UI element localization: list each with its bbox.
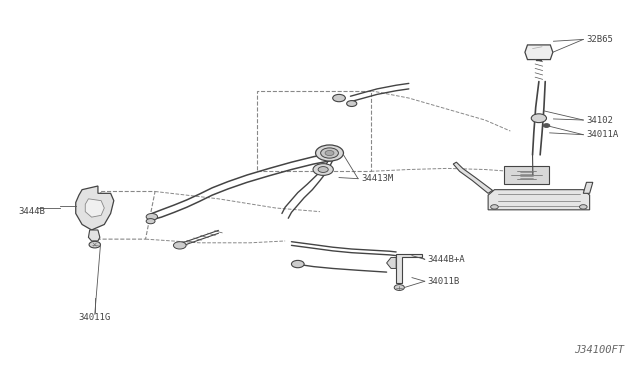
Polygon shape xyxy=(453,162,493,193)
Text: 3444B+A: 3444B+A xyxy=(428,255,465,264)
Polygon shape xyxy=(76,186,114,230)
Polygon shape xyxy=(85,199,104,217)
Text: 34413M: 34413M xyxy=(361,174,394,183)
Polygon shape xyxy=(583,182,593,193)
Text: 32B65: 32B65 xyxy=(586,35,613,44)
Circle shape xyxy=(316,145,344,161)
Text: 3444B: 3444B xyxy=(19,207,45,216)
Polygon shape xyxy=(488,190,589,210)
Circle shape xyxy=(333,94,346,102)
Circle shape xyxy=(347,100,356,106)
Circle shape xyxy=(318,167,328,173)
Text: 34102: 34102 xyxy=(586,116,613,125)
Polygon shape xyxy=(525,45,553,60)
Circle shape xyxy=(543,124,550,127)
Circle shape xyxy=(579,205,587,209)
Bar xyxy=(257,91,371,171)
Circle shape xyxy=(146,214,157,220)
Circle shape xyxy=(313,164,333,175)
Text: 34011B: 34011B xyxy=(428,277,460,286)
Text: J34100FT: J34100FT xyxy=(575,344,625,355)
Circle shape xyxy=(325,150,334,155)
Circle shape xyxy=(491,205,499,209)
Circle shape xyxy=(173,242,186,249)
Polygon shape xyxy=(88,230,100,241)
Bar xyxy=(504,166,548,184)
Polygon shape xyxy=(396,254,422,283)
Text: 34011G: 34011G xyxy=(79,314,111,323)
Circle shape xyxy=(146,219,155,224)
Circle shape xyxy=(531,114,547,123)
Text: 34011A: 34011A xyxy=(586,130,619,139)
Circle shape xyxy=(394,285,404,291)
Circle shape xyxy=(89,241,100,248)
Circle shape xyxy=(321,148,339,158)
Circle shape xyxy=(291,260,304,268)
Polygon shape xyxy=(387,257,396,269)
